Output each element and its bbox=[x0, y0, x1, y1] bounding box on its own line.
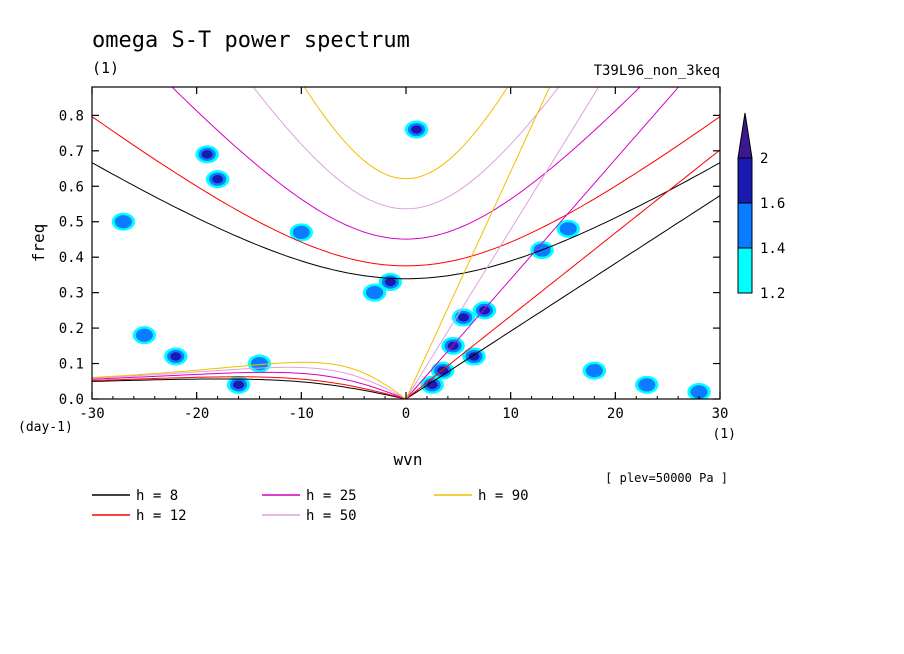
power-blob-level bbox=[690, 385, 708, 399]
x-tick-label: 0 bbox=[402, 406, 410, 422]
power-blob-level bbox=[135, 328, 153, 342]
plot-area: -30 -20 -10 0 10 20 30 0.0 0.1 0.2 0.3 0.4 0.5 0.6 0.7… bbox=[59, 86, 729, 422]
dispersion-curve bbox=[92, 361, 407, 399]
colorbar-segment bbox=[737, 247, 753, 294]
dispersion-curve bbox=[171, 87, 641, 240]
power-blob bbox=[556, 219, 580, 238]
power-blob-level bbox=[114, 215, 132, 229]
chart-title: omega S-T power spectrum bbox=[92, 28, 410, 53]
colorbar: 2 1.6 1.4 1.2 bbox=[737, 112, 785, 302]
power-blob-level bbox=[440, 368, 445, 373]
power-blob-level bbox=[170, 352, 182, 361]
y-axis-label: freq bbox=[29, 224, 48, 263]
legend: h = 8 h = 12 h = 25 h = 50 h = 90 bbox=[92, 488, 529, 524]
power-blob bbox=[420, 375, 444, 394]
colorbar-label: 1.4 bbox=[760, 241, 785, 257]
y-tick-label: 0.6 bbox=[59, 179, 84, 195]
power-blob bbox=[687, 382, 711, 399]
dispersion-curve bbox=[92, 162, 720, 280]
legend-label: h = 90 bbox=[478, 488, 529, 504]
plot-frame bbox=[91, 86, 721, 400]
power-blob-level bbox=[212, 174, 224, 184]
power-blob bbox=[635, 375, 659, 394]
power-blob bbox=[195, 145, 219, 164]
power-blob bbox=[132, 326, 157, 345]
power-blob-level bbox=[201, 150, 213, 159]
power-blob bbox=[451, 308, 476, 327]
power-blob bbox=[404, 120, 429, 139]
colorbar-segment bbox=[737, 157, 753, 204]
colorbar-label: 2 bbox=[760, 151, 768, 167]
y-tick-label: 0.4 bbox=[59, 250, 84, 266]
power-blob bbox=[226, 375, 251, 394]
power-blob bbox=[462, 347, 486, 366]
colorbar-label: 1.2 bbox=[760, 286, 785, 302]
power-blob bbox=[289, 223, 314, 242]
power-contours bbox=[111, 120, 711, 399]
power-blob bbox=[362, 283, 387, 302]
legend-label: h = 25 bbox=[306, 488, 357, 504]
dispersion-curve bbox=[405, 87, 551, 399]
power-blob-level bbox=[233, 380, 244, 390]
dispersion-curve bbox=[92, 366, 407, 399]
y-tick-label: 0.7 bbox=[59, 144, 84, 160]
power-blob bbox=[205, 170, 230, 189]
dispersion-curve bbox=[92, 371, 407, 399]
dispersion-curve bbox=[405, 87, 680, 399]
power-blob bbox=[472, 301, 497, 320]
dispersion-curve bbox=[92, 116, 720, 267]
axes: -30 -20 -10 0 10 20 30 0.0 0.1 0.2 0.3 0.4 0.5 0.6 0.7… bbox=[59, 87, 729, 422]
dispersion-curve bbox=[92, 376, 407, 399]
y-tick-label: 0.1 bbox=[59, 357, 84, 373]
x-axis-label: wvn bbox=[394, 450, 423, 469]
x-tick-label: 30 bbox=[712, 406, 729, 422]
power-blob-level bbox=[468, 352, 480, 361]
x-unit-label: (1) bbox=[713, 427, 736, 442]
power-blob bbox=[111, 212, 136, 231]
dispersion-curve bbox=[92, 378, 407, 399]
y-unit-label: (day-1) bbox=[18, 420, 73, 435]
dispersion-curve bbox=[252, 87, 560, 210]
x-tick-label: 10 bbox=[502, 406, 519, 422]
power-blob-level bbox=[411, 125, 422, 134]
power-blob-level bbox=[366, 286, 384, 300]
colorbar-arrow bbox=[737, 112, 753, 159]
legend-label: h = 50 bbox=[306, 508, 357, 524]
x-tick-label: -30 bbox=[79, 406, 104, 422]
colorbar-label: 1.6 bbox=[760, 196, 785, 212]
x-tick-label: -10 bbox=[289, 406, 314, 422]
power-blob-level bbox=[559, 222, 577, 236]
power-blob-level bbox=[429, 383, 435, 387]
legend-label: h = 12 bbox=[136, 508, 187, 524]
power-blob-level bbox=[458, 313, 470, 322]
y-tick-label: 0.0 bbox=[59, 392, 84, 408]
y-tick-label: 0.2 bbox=[59, 321, 84, 337]
x-tick-label: 20 bbox=[607, 406, 624, 422]
legend-label: h = 8 bbox=[136, 488, 178, 504]
power-blob-level bbox=[250, 356, 269, 371]
dispersion-curves bbox=[92, 87, 720, 399]
colorbar-segment bbox=[737, 202, 753, 249]
power-blob-level bbox=[638, 378, 656, 392]
dispersion-curve bbox=[303, 87, 509, 180]
dispersion-curve bbox=[405, 87, 600, 399]
x-tick-label: -20 bbox=[184, 406, 209, 422]
power-blob bbox=[582, 361, 607, 380]
power-blob-level bbox=[292, 225, 310, 239]
y-tick-label: 0.8 bbox=[59, 108, 84, 124]
y-tick-label: 0.3 bbox=[59, 286, 84, 302]
plev-note: [ plev=50000 Pa ] bbox=[605, 471, 728, 485]
power-blob-level bbox=[384, 277, 396, 287]
power-blob-level bbox=[585, 364, 603, 378]
y-tick-label: 0.5 bbox=[59, 215, 84, 231]
dispersion-curve bbox=[405, 149, 720, 399]
power-blob bbox=[164, 347, 188, 366]
run-label: T39L96_non_3keq bbox=[594, 63, 720, 79]
dispersion-curve bbox=[405, 195, 720, 399]
chart-subtitle: (1) bbox=[92, 59, 119, 77]
